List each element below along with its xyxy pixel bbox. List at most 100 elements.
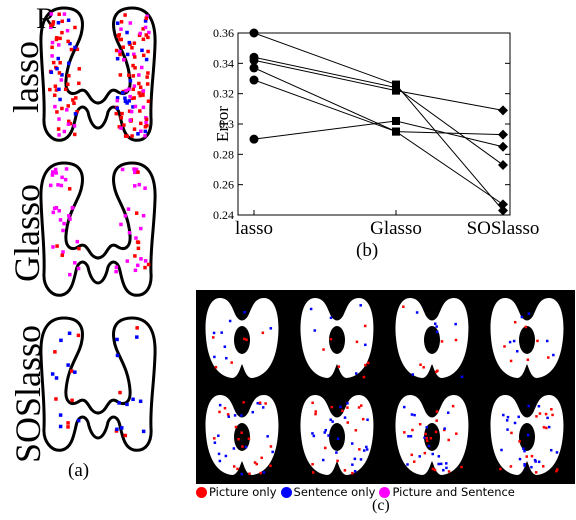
voxel bbox=[120, 91, 125, 95]
voxel bbox=[454, 338, 458, 342]
voxel bbox=[66, 425, 70, 429]
voxel bbox=[366, 361, 370, 365]
voxel bbox=[523, 464, 526, 467]
voxel bbox=[143, 129, 148, 134]
voxel bbox=[437, 455, 441, 458]
voxel bbox=[212, 331, 216, 335]
voxel bbox=[330, 405, 334, 409]
voxel bbox=[66, 18, 71, 22]
voxel bbox=[437, 462, 440, 466]
voxel bbox=[269, 327, 273, 330]
voxel bbox=[143, 25, 148, 30]
voxel bbox=[512, 339, 516, 343]
voxel bbox=[335, 451, 338, 454]
voxel bbox=[435, 325, 438, 328]
voxel bbox=[59, 78, 64, 82]
voxel bbox=[243, 337, 246, 341]
voxel bbox=[364, 343, 367, 347]
brain-slices bbox=[39, 6, 157, 452]
voxel bbox=[66, 122, 71, 126]
voxel bbox=[354, 429, 358, 432]
voxel bbox=[53, 84, 58, 88]
voxel bbox=[547, 425, 551, 429]
voxel bbox=[419, 363, 422, 367]
voxel bbox=[123, 433, 128, 438]
voxel bbox=[130, 134, 134, 138]
voxel bbox=[76, 333, 81, 338]
voxel bbox=[54, 397, 58, 401]
voxel bbox=[552, 353, 555, 357]
voxel bbox=[56, 43, 61, 47]
y-tick-label: 0.28 bbox=[213, 147, 234, 161]
voxel bbox=[141, 429, 146, 434]
voxel bbox=[402, 305, 405, 308]
voxel bbox=[54, 376, 59, 380]
voxel bbox=[138, 399, 143, 404]
activation-slice bbox=[300, 298, 374, 379]
voxel bbox=[509, 465, 513, 468]
voxel bbox=[359, 404, 363, 407]
voxel bbox=[60, 106, 64, 111]
voxel bbox=[67, 73, 71, 78]
voxel bbox=[144, 117, 149, 122]
voxel bbox=[73, 25, 77, 30]
voxel bbox=[53, 167, 58, 172]
voxel bbox=[346, 402, 349, 405]
voxel bbox=[124, 88, 128, 93]
voxel bbox=[147, 30, 151, 35]
voxel bbox=[500, 448, 503, 452]
series-line bbox=[253, 59, 504, 111]
voxel bbox=[141, 93, 145, 97]
voxel bbox=[224, 454, 228, 458]
voxel bbox=[136, 132, 140, 136]
voxel bbox=[60, 175, 64, 180]
error-line-chart: 0.24 0.26 0.28 0.3 0.32 0.34 0.36 lasso Glasso SO… bbox=[213, 26, 539, 239]
voxel bbox=[269, 464, 272, 468]
voxel bbox=[131, 87, 135, 92]
voxel bbox=[56, 21, 61, 25]
voxel bbox=[49, 12, 54, 16]
voxel bbox=[53, 104, 57, 109]
voxel bbox=[144, 57, 149, 62]
voxel bbox=[144, 120, 148, 125]
voxel bbox=[538, 412, 542, 415]
voxel bbox=[145, 14, 149, 19]
panel-a: R lasso Glasso SOSlasso (a) bbox=[0, 0, 190, 490]
voxel bbox=[55, 66, 59, 71]
voxel bbox=[50, 54, 54, 58]
voxel bbox=[513, 320, 517, 324]
voxel bbox=[253, 461, 257, 464]
voxel bbox=[51, 210, 56, 215]
voxel bbox=[58, 218, 63, 222]
voxel bbox=[130, 96, 135, 101]
data-point-diamond bbox=[498, 105, 508, 116]
voxel bbox=[71, 98, 75, 102]
voxel bbox=[138, 109, 142, 113]
voxel bbox=[429, 436, 433, 440]
voxel bbox=[72, 124, 77, 128]
voxel bbox=[63, 177, 68, 182]
voxel bbox=[138, 31, 143, 36]
voxel bbox=[358, 448, 361, 451]
voxel bbox=[54, 36, 59, 40]
voxel bbox=[439, 462, 443, 466]
voxel bbox=[117, 49, 122, 54]
y-tick-label: 0.36 bbox=[213, 26, 234, 40]
voxel bbox=[513, 421, 517, 425]
voxel bbox=[125, 259, 130, 263]
voxel bbox=[66, 82, 70, 87]
voxel bbox=[423, 451, 427, 455]
voxel bbox=[49, 70, 54, 75]
voxel bbox=[55, 244, 59, 248]
voxel bbox=[58, 60, 62, 65]
voxel bbox=[410, 453, 414, 457]
voxel bbox=[146, 71, 150, 75]
voxel bbox=[54, 88, 59, 92]
voxel bbox=[346, 406, 349, 409]
voxel bbox=[247, 437, 251, 441]
voxel bbox=[537, 460, 541, 464]
voxel bbox=[146, 99, 151, 104]
voxel bbox=[412, 460, 416, 463]
voxel bbox=[365, 445, 368, 449]
voxel bbox=[50, 40, 55, 45]
